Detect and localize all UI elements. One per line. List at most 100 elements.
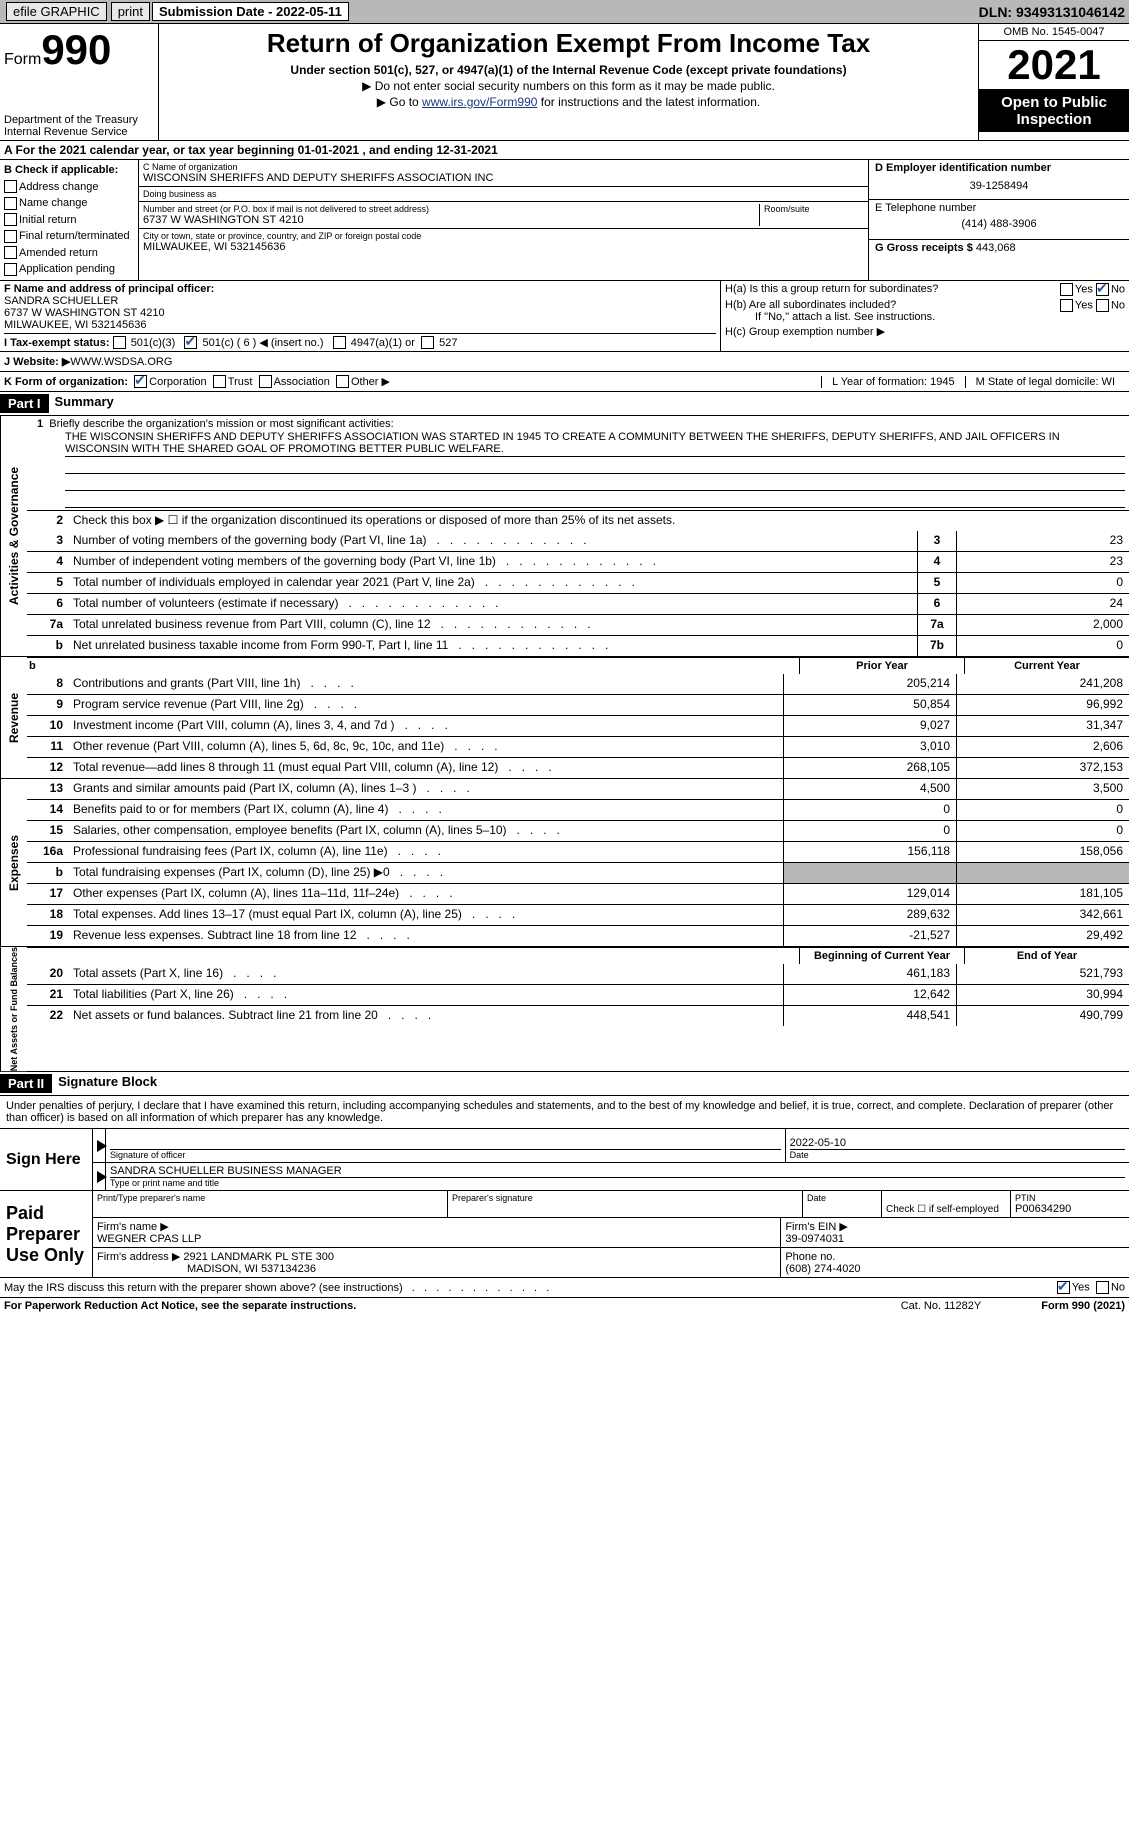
- line-num-2: 2: [27, 511, 69, 531]
- prior-value: 0: [783, 821, 956, 841]
- summary-row: 18 Total expenses. Add lines 13–17 (must…: [27, 904, 1129, 925]
- line-num: 12: [27, 758, 69, 778]
- line-num: 15: [27, 821, 69, 841]
- net-assets-section: Net Assets or Fund Balances Beginning of…: [0, 947, 1129, 1072]
- summary-row: 19 Revenue less expenses. Subtract line …: [27, 925, 1129, 946]
- line-label: Other expenses (Part IX, column (A), lin…: [69, 884, 783, 904]
- ha-no[interactable]: [1096, 283, 1109, 296]
- na-header: Beginning of Current Year End of Year: [27, 947, 1129, 964]
- current-value: 158,056: [956, 842, 1129, 862]
- line-label: Total number of volunteers (estimate if …: [69, 594, 917, 614]
- line-b: b: [27, 658, 69, 674]
- omb-number: OMB No. 1545-0047: [979, 24, 1129, 41]
- row-a-tax-year: A For the 2021 calendar year, or tax yea…: [0, 141, 1129, 160]
- check-label: Address change: [19, 181, 99, 193]
- line-label: Net unrelated business taxable income fr…: [69, 636, 917, 656]
- check-assoc[interactable]: [259, 375, 272, 388]
- line-num: 21: [27, 985, 69, 1005]
- line-label: Total number of individuals employed in …: [69, 573, 917, 593]
- current-value: [956, 863, 1129, 883]
- prior-value: 156,118: [783, 842, 956, 862]
- hb-label: H(b) Are all subordinates included?: [725, 299, 896, 311]
- line-num: 5: [27, 573, 69, 593]
- city-cell: City or town, state or province, country…: [139, 229, 868, 255]
- current-value: 0: [956, 800, 1129, 820]
- sig-officer-label: Signature of officer: [110, 1149, 781, 1160]
- q1-label: Briefly describe the organization's miss…: [49, 418, 393, 430]
- line-num: 20: [27, 964, 69, 984]
- line-label: Professional fundraising fees (Part IX, …: [69, 842, 783, 862]
- end-year-header: End of Year: [964, 948, 1129, 964]
- line-label: Benefits paid to or for members (Part IX…: [69, 800, 783, 820]
- room-label: Room/suite: [764, 204, 864, 214]
- check-name[interactable]: Name change: [4, 195, 134, 212]
- line-num: 4: [27, 552, 69, 572]
- rev-header: b Prior Year Current Year: [27, 657, 1129, 674]
- check-corp[interactable]: [134, 375, 147, 388]
- line-label: Total liabilities (Part X, line 26): [69, 985, 783, 1005]
- check-amended[interactable]: Amended return: [4, 245, 134, 262]
- dba-cell: Doing business as: [139, 187, 868, 202]
- check-527[interactable]: [421, 336, 434, 349]
- check-initial[interactable]: Initial return: [4, 212, 134, 229]
- line-num: 6: [27, 594, 69, 614]
- current-value: 342,661: [956, 905, 1129, 925]
- line-label: Total expenses. Add lines 13–17 (must eq…: [69, 905, 783, 925]
- irs-link[interactable]: www.irs.gov/Form990: [422, 95, 537, 109]
- k-assoc: Association: [274, 376, 330, 388]
- firm-addr2: MADISON, WI 537134236: [97, 1263, 776, 1275]
- line-num: 7a: [27, 615, 69, 635]
- prior-value: 448,541: [783, 1006, 956, 1026]
- vtab-na: Net Assets or Fund Balances: [0, 947, 27, 1071]
- discuss-label: May the IRS discuss this return with the…: [4, 1282, 403, 1294]
- print-button[interactable]: print: [111, 2, 150, 21]
- summary-row: 22 Net assets or fund balances. Subtract…: [27, 1005, 1129, 1026]
- line-num: 10: [27, 716, 69, 736]
- note-pre: ▶ Go to: [377, 95, 422, 109]
- line-num: 11: [27, 737, 69, 757]
- col-b-checkboxes: B Check if applicable: Address change Na…: [0, 160, 139, 280]
- check-pending[interactable]: Application pending: [4, 261, 134, 278]
- current-value: 3,500: [956, 779, 1129, 799]
- check-trust[interactable]: [213, 375, 226, 388]
- line-value: 0: [956, 573, 1129, 593]
- firm-ein: 39-0974031: [785, 1233, 1125, 1245]
- signature-block: Under penalties of perjury, I declare th…: [0, 1096, 1129, 1298]
- line-label: Program service revenue (Part VIII, line…: [69, 695, 783, 715]
- summary-row: 15 Salaries, other compensation, employe…: [27, 820, 1129, 841]
- ha-yes[interactable]: [1060, 283, 1073, 296]
- check-self-employed[interactable]: Check ☐ if self-employed: [882, 1191, 1011, 1217]
- summary-row: 14 Benefits paid to or for members (Part…: [27, 799, 1129, 820]
- check-other[interactable]: [336, 375, 349, 388]
- h-c: H(c) Group exemption number ▶: [725, 325, 1125, 338]
- check-501c[interactable]: [184, 336, 197, 349]
- firm-phone-label: Phone no.: [785, 1251, 1125, 1263]
- summary-row: 9 Program service revenue (Part VIII, li…: [27, 694, 1129, 715]
- line-label: Number of voting members of the governin…: [69, 531, 917, 551]
- summary-row: 6 Total number of volunteers (estimate i…: [27, 593, 1129, 614]
- current-value: 241,208: [956, 674, 1129, 694]
- check-address[interactable]: Address change: [4, 179, 134, 196]
- discuss-no[interactable]: [1096, 1281, 1109, 1294]
- form-number: Form990: [4, 26, 154, 74]
- check-final[interactable]: Final return/terminated: [4, 228, 134, 245]
- check-4947[interactable]: [333, 336, 346, 349]
- summary-row: 3 Number of voting members of the govern…: [27, 531, 1129, 551]
- f-name: SANDRA SCHUELLER: [4, 295, 716, 307]
- line-value: 24: [956, 594, 1129, 614]
- summary-row: 16a Professional fundraising fees (Part …: [27, 841, 1129, 862]
- discuss-yes[interactable]: [1057, 1281, 1070, 1294]
- line-num: 22: [27, 1006, 69, 1026]
- ein-value: 39-1258494: [875, 180, 1123, 192]
- current-value: 96,992: [956, 695, 1129, 715]
- hb-yes[interactable]: [1060, 299, 1073, 312]
- check-501c3[interactable]: [113, 336, 126, 349]
- open-line1: Open to Public: [981, 94, 1127, 111]
- form-num: 990: [41, 26, 111, 73]
- check-label: Final return/terminated: [19, 230, 130, 242]
- current-value: 30,994: [956, 985, 1129, 1005]
- hb-no[interactable]: [1096, 299, 1109, 312]
- line-value: 0: [956, 636, 1129, 656]
- note-post: for instructions and the latest informat…: [537, 95, 760, 109]
- line-label: Total revenue—add lines 8 through 11 (mu…: [69, 758, 783, 778]
